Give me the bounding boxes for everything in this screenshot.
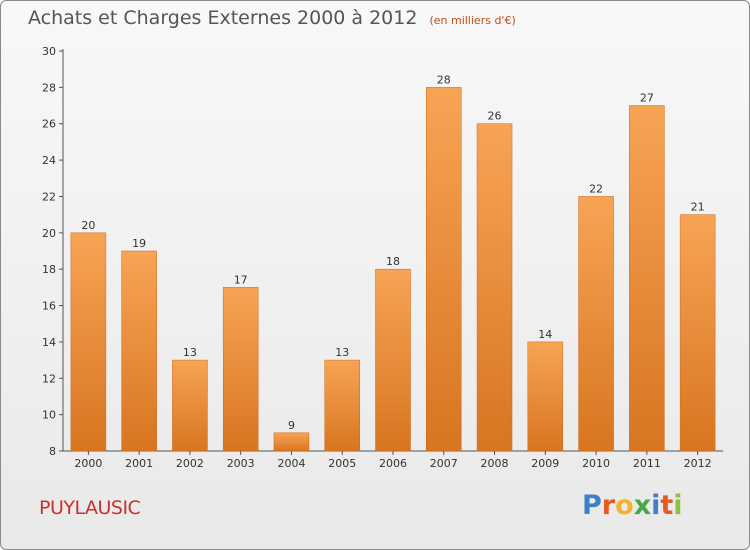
x-tick-label: 2004 (277, 457, 305, 470)
x-tick-label: 2000 (74, 457, 102, 470)
bar (121, 250, 157, 452)
bar-value-label: 21 (691, 201, 705, 214)
y-tick-label: 16 (42, 300, 56, 313)
bar-value-label: 20 (81, 219, 95, 232)
y-tick-label: 10 (42, 409, 56, 422)
bar (629, 105, 665, 452)
y-tick-label: 14 (42, 336, 56, 349)
bar (426, 87, 462, 452)
x-tick-label: 2002 (176, 457, 204, 470)
bar-value-label: 27 (640, 92, 654, 105)
logo-letter: t (660, 490, 674, 521)
bar-value-label: 13 (183, 346, 197, 359)
bar-value-label: 22 (589, 182, 603, 195)
logo-letter: x (633, 490, 652, 521)
x-tick-label: 2006 (379, 457, 407, 470)
bar-value-label: 18 (386, 255, 400, 268)
y-tick-label: 24 (42, 154, 56, 167)
y-tick-label: 8 (49, 445, 56, 458)
chart-title-text: Achats et Charges Externes 2000 à 2012 (28, 7, 418, 29)
y-tick-label: 28 (42, 81, 56, 94)
x-tick-label: 2003 (227, 457, 255, 470)
x-tick-label: 2008 (481, 457, 509, 470)
logo-letter: r (601, 490, 616, 521)
x-tick-label: 2009 (531, 457, 559, 470)
bar-value-label: 17 (234, 273, 248, 286)
chart-title: Achats et Charges Externes 2000 à 2012 (e… (28, 7, 516, 29)
bar (273, 432, 310, 452)
bar (578, 196, 614, 452)
town-name: PUYLAUSIC (39, 497, 141, 519)
bar-value-label: 13 (335, 346, 349, 359)
bar (70, 232, 107, 452)
bar (527, 341, 564, 452)
chart-subtitle: (en milliers d'€) (429, 14, 516, 27)
bar (375, 268, 411, 452)
logo-letter: o (615, 490, 634, 521)
y-tick-label: 12 (42, 372, 56, 385)
y-tick-label: 30 (42, 45, 56, 58)
bar-value-label: 28 (437, 73, 451, 86)
bar (679, 214, 716, 452)
logo-letter: P (582, 490, 602, 521)
x-tick-label: 2005 (328, 457, 356, 470)
logo-letter: i (673, 490, 683, 521)
bar-value-label: 19 (132, 237, 146, 250)
x-tick-label: 2010 (582, 457, 610, 470)
bar-value-label: 26 (488, 110, 502, 123)
bar (476, 123, 513, 452)
bar (324, 359, 360, 452)
x-tick-label: 2011 (633, 457, 661, 470)
x-tick-label: 2001 (125, 457, 153, 470)
bar (172, 359, 208, 452)
bar (222, 287, 259, 452)
x-tick-label: 2012 (684, 457, 712, 470)
y-tick-label: 20 (42, 227, 56, 240)
y-tick-label: 22 (42, 190, 56, 203)
x-tick-label: 2007 (430, 457, 458, 470)
bar-value-label: 9 (288, 419, 295, 432)
logo-letter: i (651, 490, 661, 521)
bar-value-label: 14 (538, 328, 552, 341)
y-tick-label: 18 (42, 263, 56, 276)
proxiti-logo: Proxiti (582, 490, 683, 521)
y-tick-label: 26 (42, 118, 56, 131)
